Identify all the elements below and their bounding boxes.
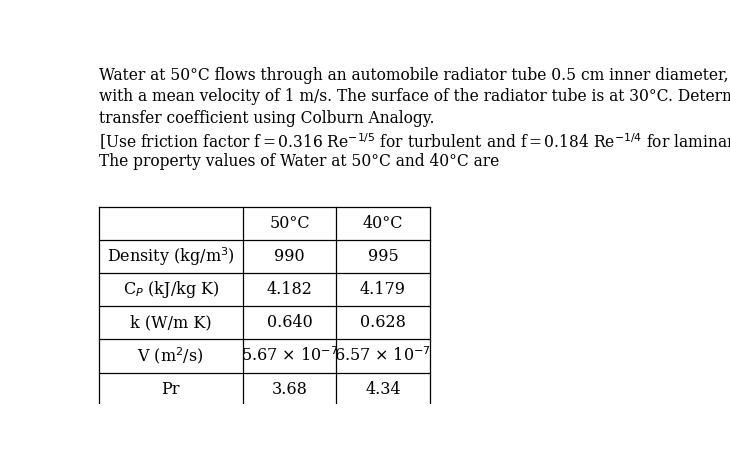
Text: Density (kg/m$^3$): Density (kg/m$^3$) [107,245,235,268]
Text: 5.67 $\times$ 10$^{-7}$: 5.67 $\times$ 10$^{-7}$ [241,347,338,365]
Text: 0.640: 0.640 [266,314,312,331]
Text: 50°C: 50°C [269,215,310,232]
Text: C$_P$ (kJ/kg K): C$_P$ (kJ/kg K) [123,279,219,300]
Text: transfer coefficient using Colburn Analogy.: transfer coefficient using Colburn Analo… [99,110,434,127]
Text: with a mean velocity of 1 m/s. The surface of the radiator tube is at 30°C. Dete: with a mean velocity of 1 m/s. The surfa… [99,89,730,105]
Text: 40°C: 40°C [363,215,403,232]
Text: Water at 50°C flows through an automobile radiator tube 0.5 cm inner diameter, 5: Water at 50°C flows through an automobil… [99,67,730,84]
Text: 4.34: 4.34 [365,381,401,398]
Text: V (m$^2$/s): V (m$^2$/s) [137,345,204,366]
Text: 4.182: 4.182 [266,281,312,298]
Text: 4.179: 4.179 [360,281,406,298]
Text: 6.57 $\times$ 10$^{-7}$: 6.57 $\times$ 10$^{-7}$ [334,347,431,365]
Text: The property values of Water at 50°C and 40°C are: The property values of Water at 50°C and… [99,153,499,170]
Bar [99,207,429,406]
Text: 3.68: 3.68 [272,381,307,398]
Text: k (W/m K): k (W/m K) [130,314,212,331]
Text: 990: 990 [274,248,305,265]
Text: Pr: Pr [161,381,180,398]
Text: 995: 995 [367,248,399,265]
Text: 0.628: 0.628 [360,314,406,331]
Text: [Use friction factor f$\,$=$\,$0.316 Re$^{-1/5}$ for turbulent and f$\,$=$\,$0.1: [Use friction factor f$\,$=$\,$0.316 Re$… [99,132,730,152]
